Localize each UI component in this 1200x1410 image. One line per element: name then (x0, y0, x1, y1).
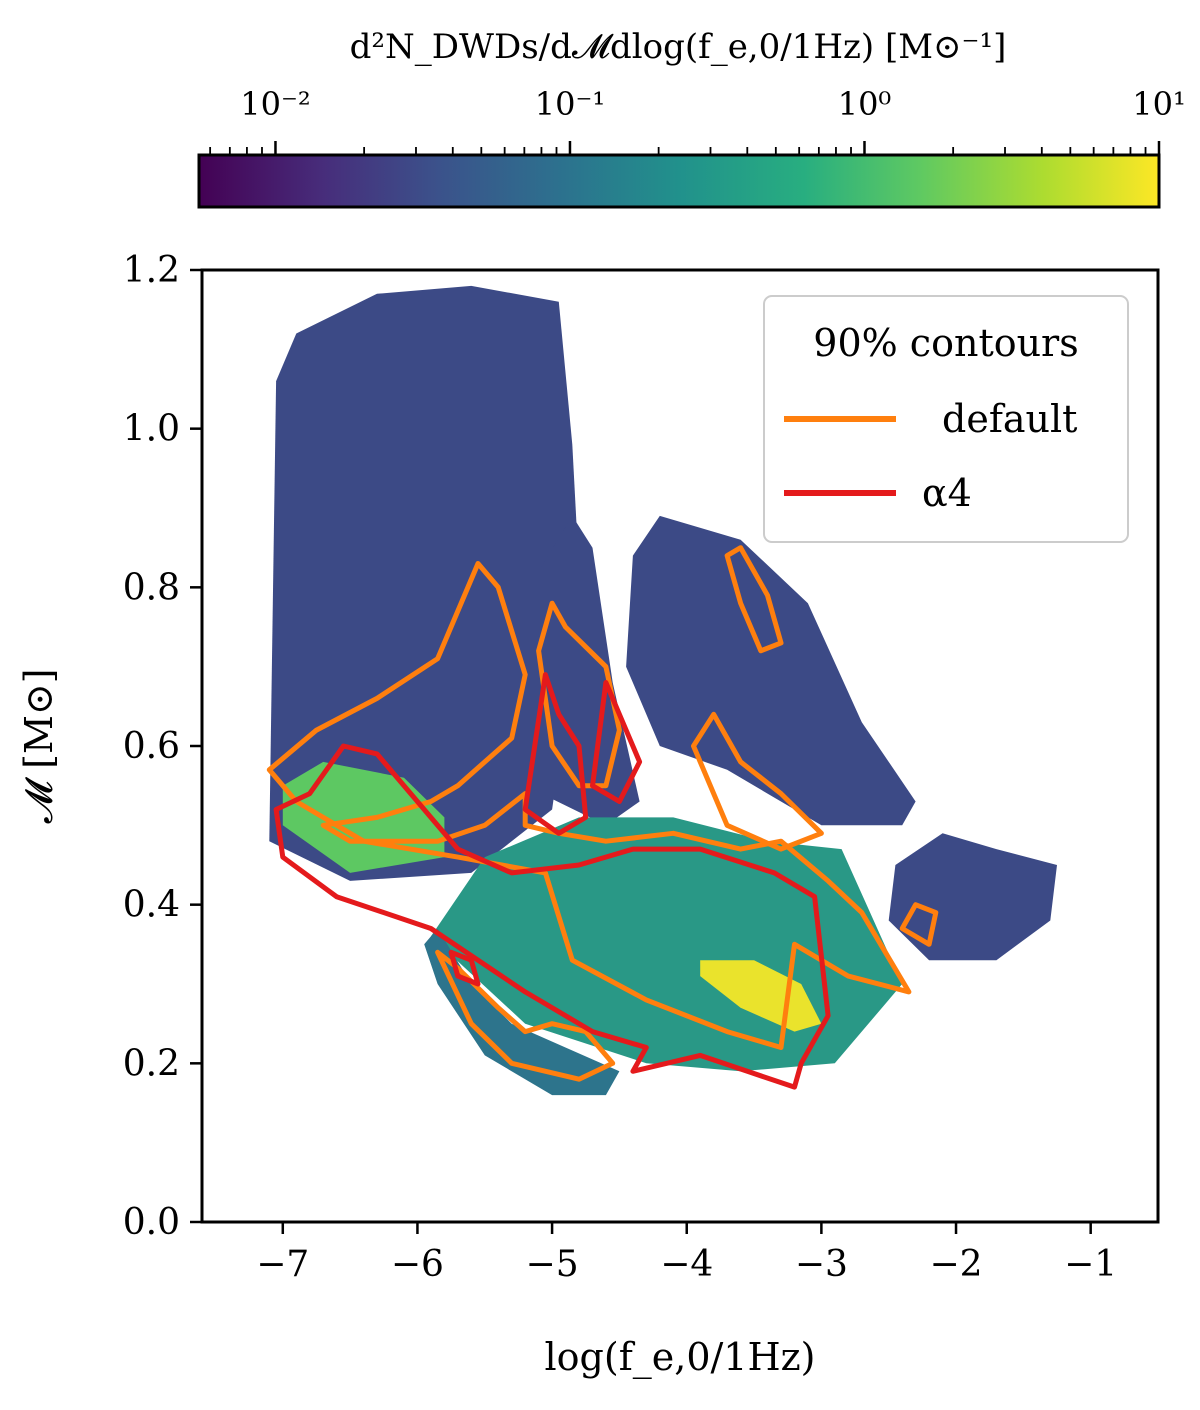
x-tick-label: −5 (526, 1244, 579, 1285)
colorbar-tick-label: 10⁻¹ (535, 85, 605, 123)
colorbar-label: d²N_DWDs/d𝓜dlog(f_e,0/1Hz) [M⊙⁻¹] (350, 27, 1007, 67)
density-region-7 (700, 960, 822, 1032)
legend-label-alpha4: α4 (922, 471, 972, 515)
y-tick-label: 0.8 (123, 567, 180, 608)
y-axis-ticks: 0.0 0.2 0.4 0.6 0.8 1.0 1.2 (123, 250, 202, 1243)
contour-default-5 (899, 902, 939, 947)
colorbar-tick-label: 10⁻² (240, 85, 310, 123)
legend-label-default: default (942, 397, 1077, 441)
colorbar-tick-label: 10¹ (1132, 85, 1186, 123)
contour-default-4 (435, 949, 616, 1082)
x-tick-label: −1 (1064, 1244, 1117, 1285)
legend: 90% contours default α4 (763, 295, 1129, 543)
contour-default-0 (266, 561, 912, 1050)
density-region-2 (626, 515, 916, 826)
y-tick-label: 0.0 (123, 1202, 180, 1243)
y-tick-label: 1.0 (123, 409, 180, 450)
contour-alpha4-1 (522, 672, 589, 836)
contour-lines (266, 545, 939, 1090)
x-axis-ticks: −7 −6 −5 −4 −3 −2 −1 (256, 1222, 1117, 1285)
y-tick-label: 0.4 (123, 885, 180, 926)
contour-default-3 (724, 545, 784, 654)
x-tick-label: −4 (660, 1244, 713, 1285)
colorbar: d²N_DWDs/d𝓜dlog(f_e,0/1Hz) [M⊙⁻¹] 10⁻² 10… (197, 27, 1186, 209)
colorbar-gradient (197, 153, 1161, 209)
contour-default-2 (691, 711, 824, 852)
x-tick-label: −6 (391, 1244, 444, 1285)
legend-title: 90% contours (813, 321, 1078, 365)
x-tick-label: −3 (795, 1244, 848, 1285)
colorbar-tick-label: 10⁰ (838, 85, 892, 123)
y-tick-label: 1.2 (123, 250, 180, 291)
density-region-3 (888, 833, 1057, 961)
contour-default-1 (536, 600, 622, 789)
x-axis-label: log(f_e,0/1Hz) (545, 1335, 816, 1380)
legend-box (763, 295, 1129, 543)
contour-alpha4-0 (273, 743, 831, 1090)
density-region-0 (269, 285, 579, 881)
y-tick-label: 0.2 (123, 1043, 180, 1084)
y-axis-label: 𝓜 [M⊙] (17, 668, 61, 823)
y-tick-label: 0.6 (123, 726, 180, 767)
colorbar-ticks: 10⁻² 10⁻¹ 10⁰ 10¹ (209, 85, 1186, 155)
x-tick-label: −2 (929, 1244, 982, 1285)
plot-area: −7 −6 −5 −4 −3 −2 −1 0.0 0.2 0.4 0.6 0.8 1.0 1.2 log… (17, 250, 1160, 1380)
contour-alpha4-3 (448, 949, 481, 987)
contour-alpha4-2 (590, 680, 643, 804)
density-region-6 (424, 928, 620, 1096)
x-tick-label: −7 (256, 1244, 309, 1285)
